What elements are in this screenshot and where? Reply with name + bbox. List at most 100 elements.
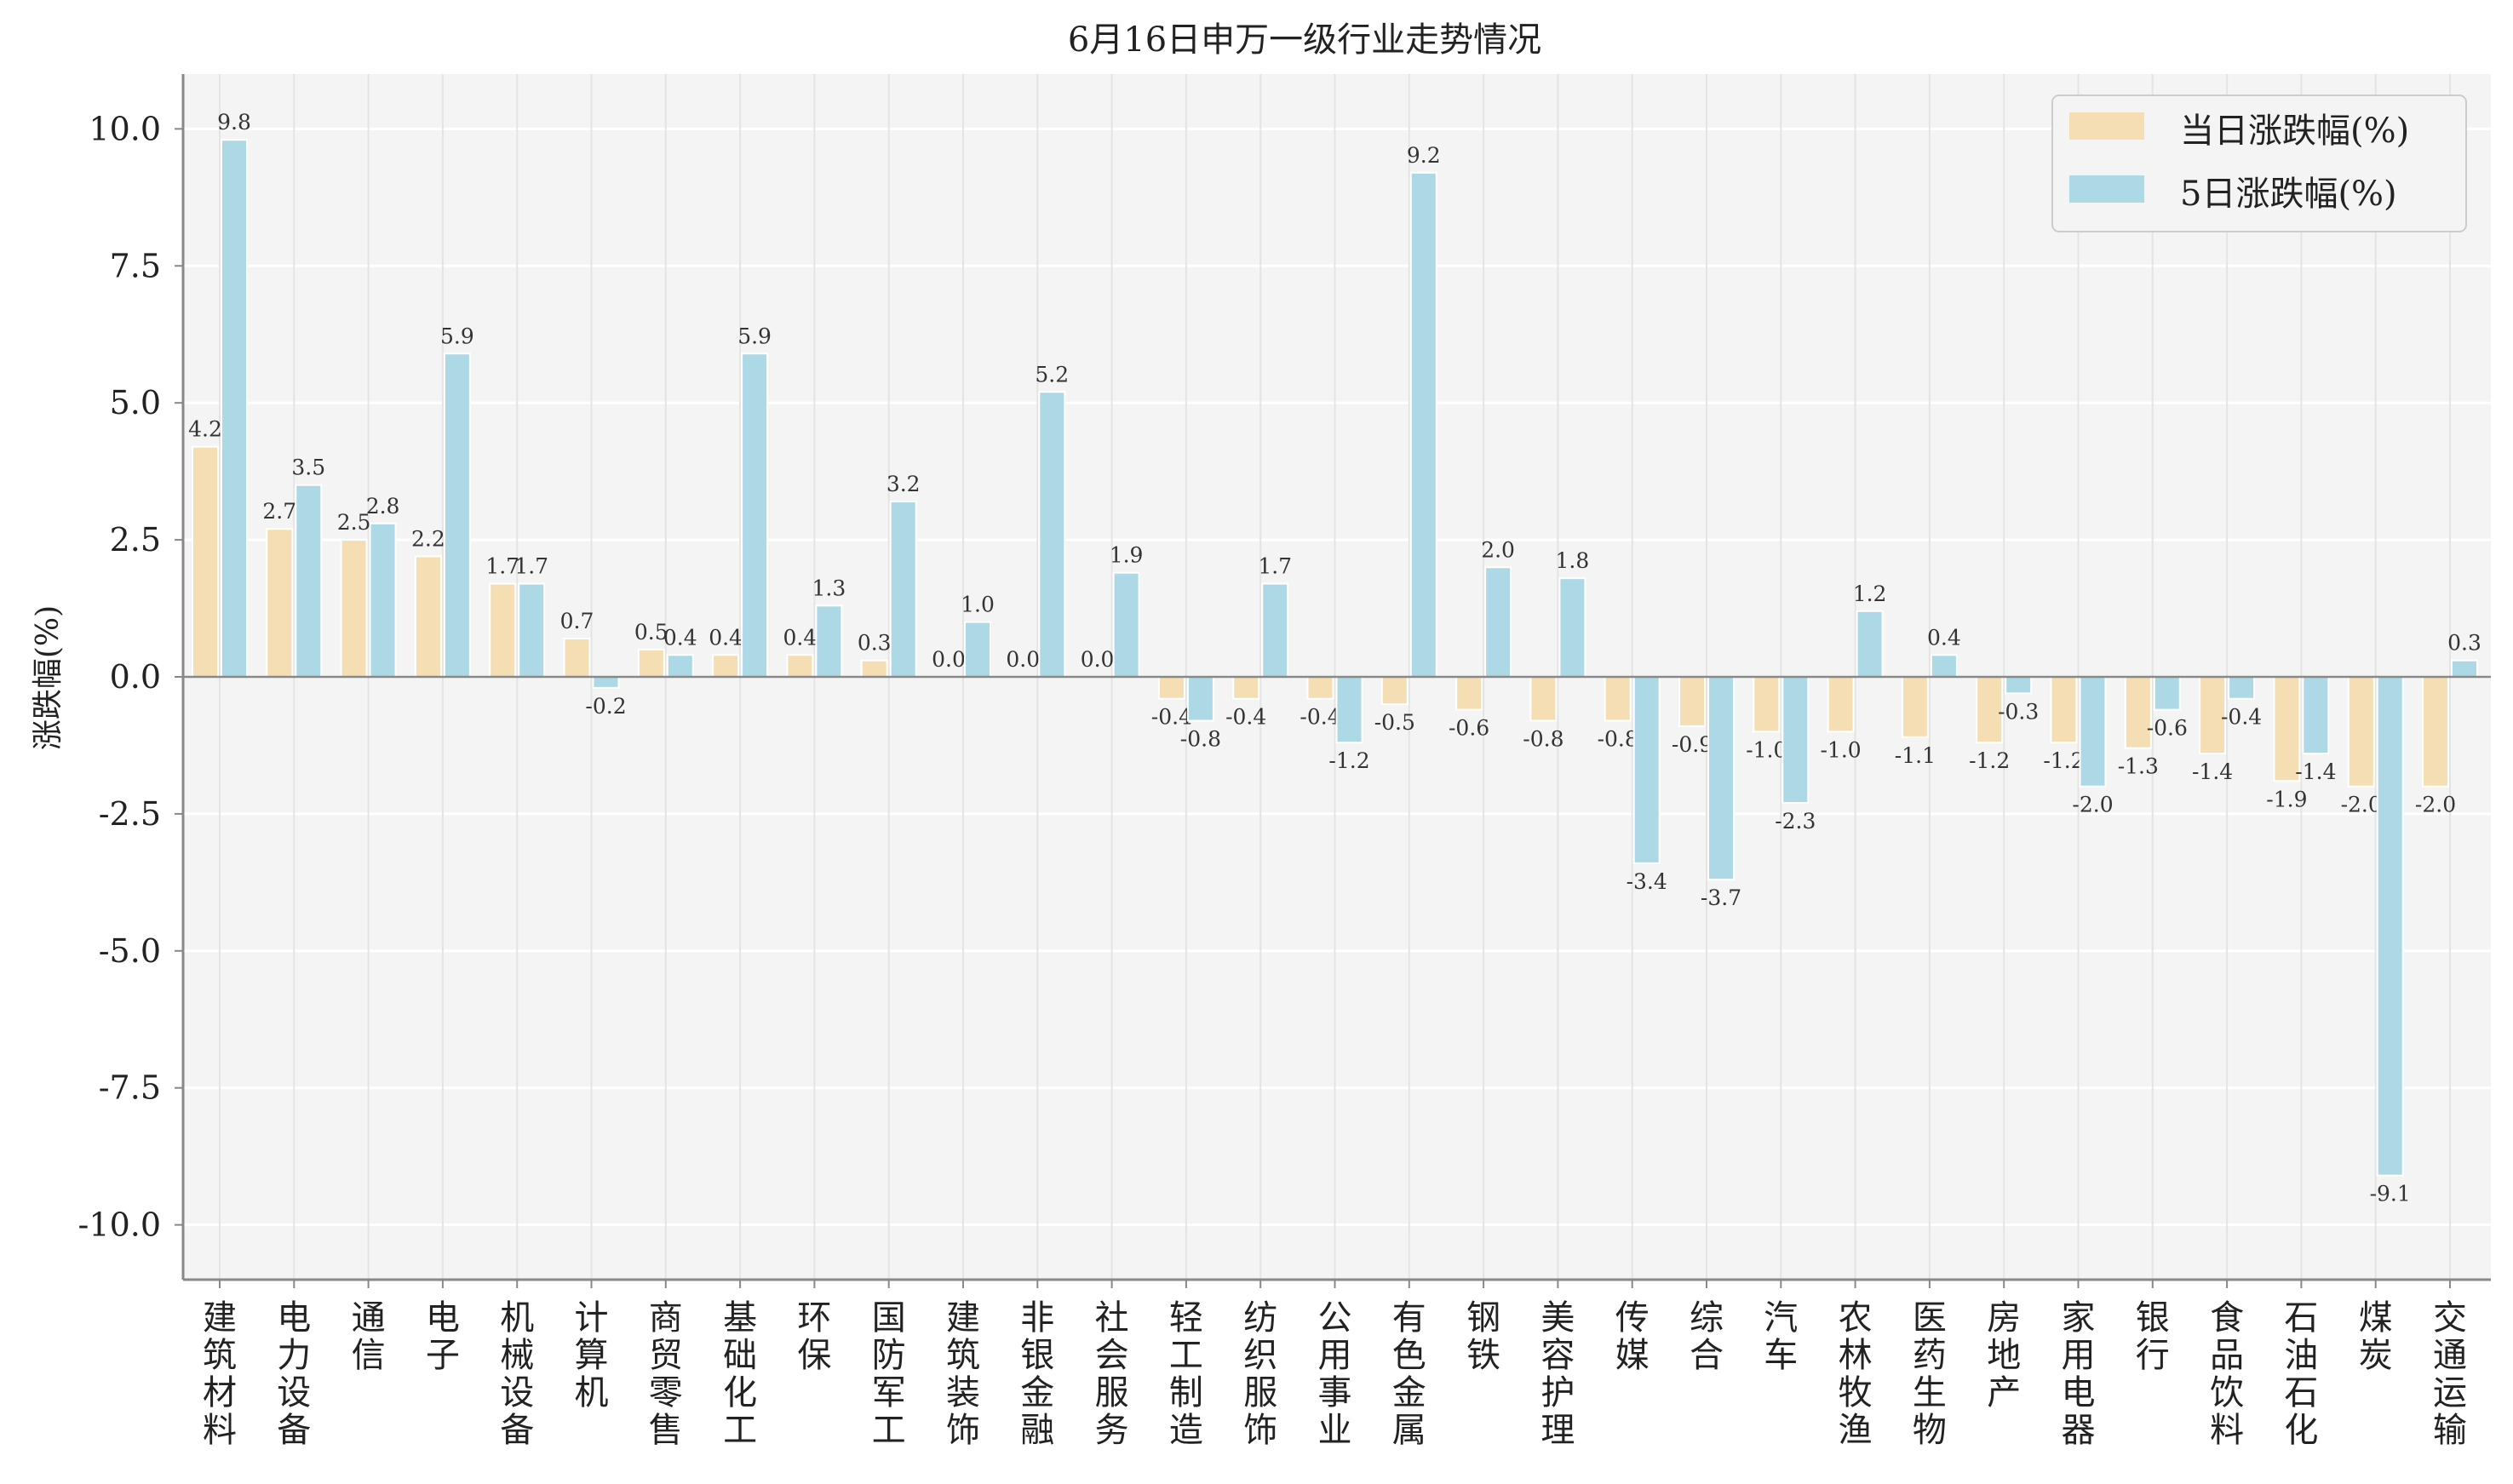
data-label-daily: -0.9 xyxy=(1672,732,1713,757)
category-label: 电力设备 xyxy=(277,1298,311,1450)
data-label-daily: -1.0 xyxy=(1746,737,1787,762)
bar-daily xyxy=(340,539,368,678)
category-label: 纺织服饰 xyxy=(1243,1298,1277,1450)
bar-daily xyxy=(860,659,888,679)
data-label-5day: 0.4 xyxy=(1927,625,1961,650)
bar-daily xyxy=(1604,676,1632,722)
bar-daily xyxy=(563,637,591,678)
data-label-5day: 1.8 xyxy=(1556,548,1590,573)
data-label-daily: -1.2 xyxy=(2043,748,2084,773)
bar-5day xyxy=(592,676,620,689)
data-label-daily: 2.5 xyxy=(337,510,371,535)
category-label: 食品饮料 xyxy=(2210,1298,2244,1450)
data-label-5day: -0.8 xyxy=(1180,726,1221,751)
bar-5day xyxy=(815,604,843,678)
y-tick-label: -5.0 xyxy=(99,932,161,970)
y-tick-label: 5.0 xyxy=(110,384,161,421)
bar-daily xyxy=(1306,676,1334,700)
bar-5day xyxy=(2079,676,2107,788)
data-label-5day: 9.8 xyxy=(217,110,251,135)
bar-daily xyxy=(266,528,294,679)
data-label-5day: -2.3 xyxy=(1775,809,1816,834)
bar-5day xyxy=(518,582,546,679)
bar-5day xyxy=(295,484,323,679)
bar-5day xyxy=(1335,676,1363,744)
bar-5day xyxy=(443,352,471,678)
category-label: 国防军工 xyxy=(872,1298,906,1450)
category-label: 机械设备 xyxy=(500,1298,534,1450)
category-label: 家用电器 xyxy=(2062,1298,2096,1450)
bar-daily xyxy=(192,445,219,678)
category-label: 基础化工 xyxy=(723,1298,757,1450)
data-label-daily: 0.0 xyxy=(932,647,966,672)
category-label: 银行 xyxy=(2136,1298,2170,1375)
bar-daily xyxy=(414,555,442,679)
data-label-5day: 1.3 xyxy=(812,576,846,600)
category-label: 环保 xyxy=(797,1298,831,1375)
category-label: 社会服务 xyxy=(1095,1298,1129,1450)
bar-5day xyxy=(1856,610,1884,678)
data-label-5day: 3.5 xyxy=(291,456,325,480)
category-label: 石油石化 xyxy=(2284,1298,2318,1450)
bar-5day xyxy=(1781,676,1810,805)
y-tick-label: 10.0 xyxy=(89,110,161,147)
data-label-5day: -0.6 xyxy=(2147,716,2188,741)
category-label: 有色金属 xyxy=(1392,1298,1426,1450)
data-label-daily: 2.2 xyxy=(411,526,445,551)
data-label-5day: 5.2 xyxy=(1035,362,1069,387)
bar-5day xyxy=(1930,654,1958,678)
category-label: 汽车 xyxy=(1764,1298,1798,1375)
data-label-daily: -2.0 xyxy=(2341,793,2382,817)
data-label-5day: 0.4 xyxy=(663,625,697,650)
bar-5day xyxy=(1112,571,1140,679)
data-label-daily: -0.8 xyxy=(1523,726,1563,751)
data-label-5day: -0.4 xyxy=(2221,705,2262,730)
bar-daily xyxy=(1827,676,1855,733)
bar-5day xyxy=(666,654,694,678)
legend-label-5day: 5日涨跌幅(%) xyxy=(2180,175,2397,214)
category-label: 计算机 xyxy=(575,1298,609,1412)
legend: 当日涨跌幅(%) 5日涨跌幅(%) xyxy=(2051,95,2467,232)
category-label: 通信 xyxy=(352,1298,386,1375)
category-label: 钢铁 xyxy=(1466,1298,1500,1375)
bar-5day xyxy=(741,352,769,678)
category-label: 建筑材料 xyxy=(203,1298,237,1450)
bar-5day xyxy=(2451,659,2478,679)
category-label: 传媒 xyxy=(1615,1298,1650,1375)
legend-swatch-daily xyxy=(2069,112,2144,140)
bar-5day xyxy=(1038,391,1066,678)
category-label: 房地产 xyxy=(1987,1298,2021,1412)
data-label-5day: -3.4 xyxy=(1627,869,1667,894)
category-label: 农林牧渔 xyxy=(1839,1298,1873,1450)
bar-daily xyxy=(1901,676,1929,738)
data-label-5day: 1.2 xyxy=(1853,582,1887,606)
data-label-5day: -1.2 xyxy=(1328,748,1369,773)
bar-daily xyxy=(2199,676,2227,755)
data-label-daily: -0.5 xyxy=(1374,710,1415,735)
data-label-5day: 2.8 xyxy=(366,494,400,519)
category-label: 医药生物 xyxy=(1913,1298,1947,1450)
data-label-daily: -1.2 xyxy=(1969,748,2010,773)
data-label-5day: 5.9 xyxy=(440,324,474,348)
data-label-daily: -0.4 xyxy=(1151,705,1192,730)
data-label-daily: -0.4 xyxy=(1300,705,1340,730)
data-label-daily: -1.1 xyxy=(1895,743,1936,768)
bar-5day xyxy=(1632,676,1661,864)
data-label-5day: -0.2 xyxy=(585,694,626,719)
category-label: 美容护理 xyxy=(1541,1298,1575,1450)
bar-daily xyxy=(2050,676,2078,744)
bar-5day xyxy=(1484,566,1512,678)
data-label-daily: -0.8 xyxy=(1598,726,1638,751)
bar-5day xyxy=(2005,676,2033,695)
bar-5day xyxy=(889,501,917,679)
y-axis-label: 涨跌幅(%) xyxy=(31,605,66,750)
data-label-5day: -9.1 xyxy=(2370,1182,2411,1206)
data-label-5day: -1.4 xyxy=(2295,759,2336,784)
bar-5day xyxy=(2153,676,2181,711)
bar-5day xyxy=(2376,676,2404,1177)
bar-5day xyxy=(1409,171,1437,678)
chart-title: 6月16日申万一级行业走势情况 xyxy=(1068,20,1541,60)
data-label-5day: 2.0 xyxy=(1481,537,1515,562)
data-label-daily: 0.7 xyxy=(560,609,594,633)
